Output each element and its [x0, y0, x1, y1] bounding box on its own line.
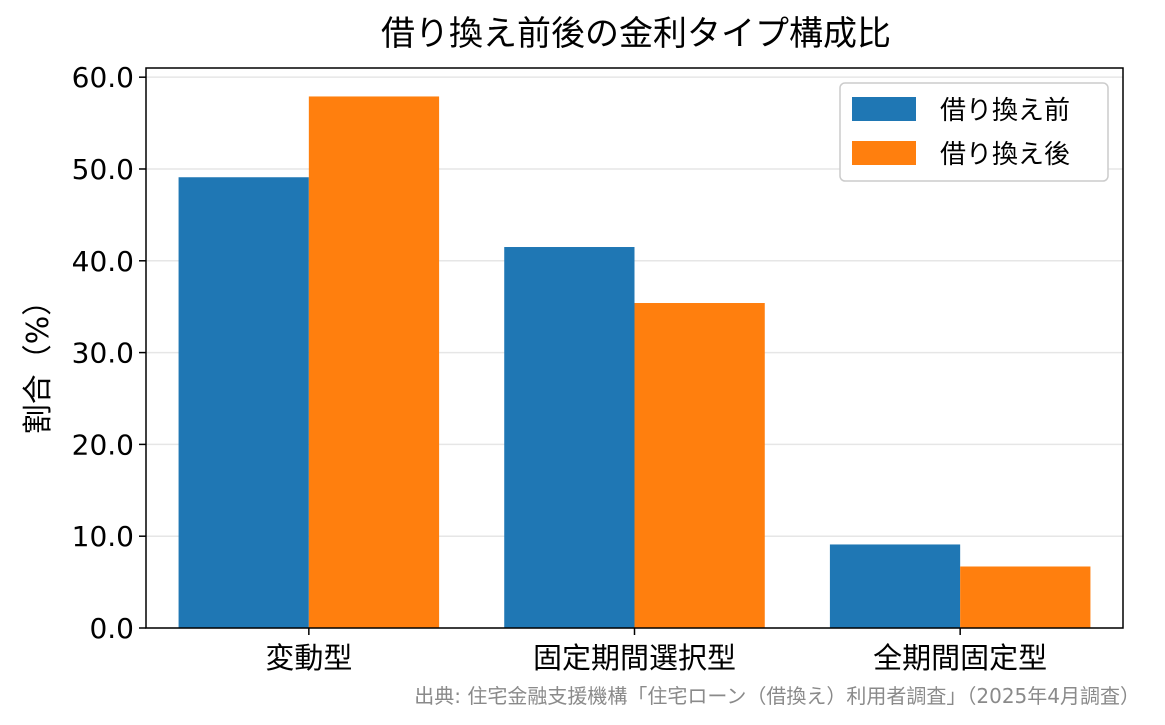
x-tick-label: 固定期間選択型	[533, 641, 736, 675]
y-tick-label: 10.0	[72, 520, 134, 553]
y-tick-label: 20.0	[72, 428, 134, 461]
bar	[634, 303, 765, 628]
y-tick-label: 50.0	[72, 153, 134, 186]
y-tick-label: 60.0	[72, 61, 134, 94]
legend-label: 借り換え前	[940, 96, 1070, 126]
bar	[829, 544, 961, 628]
y-tick-label: 40.0	[72, 245, 134, 278]
bar	[960, 566, 1091, 628]
bar	[308, 96, 440, 629]
y-tick-label: 30.0	[72, 337, 134, 370]
bar	[178, 177, 309, 628]
y-tick-label: 0.0	[89, 612, 134, 645]
x-axis-ticks: 変動型 固定期間選択型 全期間固定型	[265, 628, 1047, 675]
y-axis-label: 割合（%）	[21, 286, 56, 435]
y-axis-ticks: 0.0 10.0 20.0 30.0 40.0 50.0 60.0	[72, 61, 146, 645]
source-note: 出典: 住宅金融支援機構「住宅ローン（借換え）利用者調査」（2025年4月調査）	[414, 684, 1140, 708]
bar	[504, 247, 635, 628]
x-tick-label: 全期間固定型	[873, 641, 1047, 675]
bars	[178, 96, 1091, 629]
legend-swatch	[852, 97, 916, 121]
chart-title: 借り換え前後の金利タイプ構成比	[381, 14, 891, 54]
legend-swatch	[852, 141, 916, 165]
x-tick-label: 変動型	[265, 641, 352, 675]
legend-label: 借り換え後	[940, 140, 1070, 170]
